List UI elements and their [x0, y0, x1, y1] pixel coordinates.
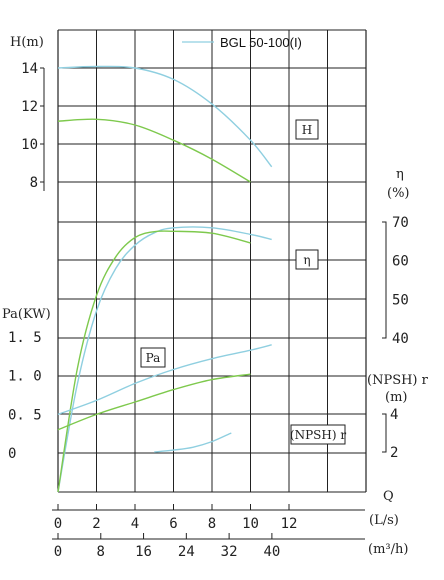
npsh-tick-label: 2	[390, 445, 398, 461]
head-curve-model	[57, 65, 273, 168]
power-axis-ticks: 0 0. 5 1. 0 1. 5	[8, 330, 42, 462]
head-tick-label: 14	[21, 61, 38, 77]
npsh-axis-label: (NPSH) r	[367, 373, 429, 388]
efficiency-tick-label: 60	[392, 254, 409, 270]
head-curve-reference	[57, 118, 251, 183]
curves	[57, 65, 273, 493]
curve-label-head: H	[295, 119, 319, 140]
head-axis-ticks: 8 10 12 14	[21, 61, 44, 191]
efficiency-tick-label: 50	[392, 292, 409, 308]
q-tick-label: 8	[208, 516, 216, 532]
m3h-axis-unit: (m³/h)	[368, 542, 408, 557]
grid	[57, 29, 367, 493]
curve-label-efficiency-text: η	[303, 253, 310, 267]
power-tick-label: 0. 5	[8, 407, 42, 423]
head-tick-label: 12	[21, 99, 38, 115]
power-curve-model	[57, 344, 272, 416]
efficiency-curve-model	[57, 226, 272, 493]
head-axis-label: H(m)	[10, 35, 44, 50]
q-tick-label: 10	[242, 516, 259, 532]
q-axis-label: Q	[383, 489, 394, 504]
q-tick-label: 12	[281, 516, 298, 532]
m3h-tick-label: 16	[135, 544, 152, 560]
efficiency-axis-bracket	[382, 221, 387, 339]
efficiency-axis-ticks: 40 50 60 70	[392, 215, 409, 347]
npsh-tick-label: 4	[390, 407, 398, 423]
efficiency-tick-label: 40	[392, 331, 409, 347]
efficiency-axis-label: η	[396, 167, 404, 182]
npsh-curve-model	[154, 432, 232, 453]
power-tick-label: 0	[8, 446, 16, 462]
m3h-tick-label: 40	[263, 544, 280, 560]
m3h-axis-ticks: 0 8 16 24 32 40	[54, 533, 280, 560]
m3h-tick-label: 0	[54, 544, 62, 560]
legend: BGL 50-100(I)	[182, 35, 302, 50]
curve-label-power-text: Pa	[146, 351, 161, 365]
npsh-axis-unit: (m)	[385, 390, 407, 405]
curve-label-npsh-text: (NPSH) r	[290, 428, 346, 442]
m3h-tick-label: 32	[221, 544, 238, 560]
curve-label-npsh: (NPSH) r	[290, 424, 346, 445]
q-axis-unit: (L/s)	[369, 513, 399, 528]
q-tick-label: 2	[92, 516, 100, 532]
curve-label-head-text: H	[302, 123, 312, 137]
q-tick-label: 6	[169, 516, 177, 532]
efficiency-curve-reference	[57, 230, 251, 493]
power-tick-label: 1. 5	[8, 330, 42, 346]
power-tick-label: 1. 0	[8, 369, 42, 385]
efficiency-tick-label: 70	[392, 215, 409, 231]
q-tick-label: 4	[131, 516, 139, 532]
head-tick-label: 8	[30, 175, 38, 191]
power-curve-reference	[57, 373, 251, 431]
legend-label: BGL 50-100(I)	[220, 35, 302, 50]
m3h-tick-label: 24	[178, 544, 195, 560]
power-axis-label: Pa(KW)	[2, 307, 51, 322]
curve-label-power: Pa	[140, 347, 166, 368]
curve-label-efficiency: η	[295, 249, 319, 270]
q-tick-label: 0	[54, 516, 62, 532]
efficiency-axis-unit: (%)	[387, 186, 410, 201]
npsh-axis-ticks: 24	[390, 407, 398, 461]
m3h-tick-label: 8	[97, 544, 105, 560]
head-tick-label: 10	[21, 137, 38, 153]
npsh-axis-bracket	[382, 413, 387, 453]
q-axis-ticks: 0 2 4 6 8 10 12	[54, 504, 298, 532]
